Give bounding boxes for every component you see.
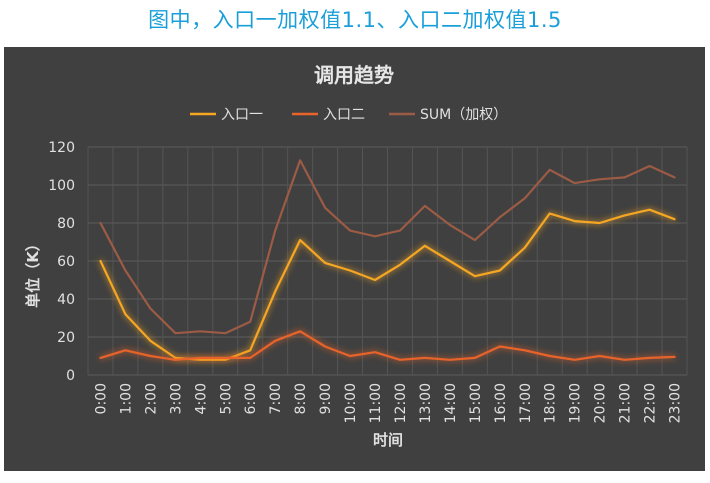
x-tick-label: 15:00 [468, 383, 484, 423]
x-tick-label: 12:00 [393, 383, 409, 423]
series-line-2 [99, 159, 676, 335]
x-tick-label: 1:00 [118, 383, 134, 414]
y-tick-label: 20 [57, 330, 75, 346]
x-tick-label: 6:00 [243, 383, 259, 414]
legend-label: SUM（加权） [420, 107, 507, 123]
x-tick-label: 5:00 [218, 383, 234, 414]
x-tick-label: 16:00 [493, 383, 509, 423]
x-tick-label: 4:00 [193, 383, 209, 414]
legend-label: 入口一 [221, 107, 263, 123]
x-tick-label: 17:00 [518, 383, 534, 423]
series-lines [99, 159, 676, 361]
x-axis-ticks: 0:00 1:00 2:00 3:00 4:00 5:00 6:00 7:00 8:00 9:00… [93, 383, 683, 423]
x-tick-label: 22:00 [643, 383, 659, 423]
legend-label: 入口二 [323, 107, 365, 123]
x-tick-label: 10:00 [343, 383, 359, 423]
y-tick-label: 80 [57, 216, 75, 232]
x-tick-label: 23:00 [668, 383, 684, 423]
x-tick-label: 19:00 [568, 383, 584, 423]
legend: 入口一 入口二 SUM（加权） [190, 107, 507, 123]
x-tick-label: 9:00 [318, 383, 334, 414]
x-tick-label: 11:00 [368, 383, 384, 423]
y-tick-label: 60 [57, 254, 75, 270]
y-tick-label: 120 [48, 140, 75, 156]
y-axis-ticks: 0 20 40 60 80 100 120 [48, 140, 75, 384]
series-line-0 [99, 208, 676, 361]
figure-caption: 图中，入口一加权值1.1、入口二加权值1.5 [148, 8, 562, 32]
x-axis-label: 时间 [373, 431, 403, 449]
x-tick-label: 7:00 [268, 383, 284, 414]
x-tick-label: 2:00 [143, 383, 159, 414]
x-tick-label: 20:00 [593, 383, 609, 423]
chart-title: 调用趋势 [314, 63, 394, 87]
y-axis-label: 单位（K） [24, 236, 42, 308]
x-tick-label: 3:00 [168, 383, 184, 414]
line-chart: 调用趋势 入口一 入口二 SUM（加权） 0 20 40 60 80 100 120 0:00 1… [24, 63, 688, 449]
y-tick-label: 100 [48, 178, 75, 194]
gridlines [87, 146, 688, 376]
series-line-1 [99, 330, 676, 361]
x-tick-label: 21:00 [618, 383, 634, 423]
y-tick-label: 0 [66, 368, 75, 384]
x-tick-label: 0:00 [93, 383, 109, 414]
x-tick-label: 13:00 [418, 383, 434, 423]
chart-area: 调用趋势 入口一 入口二 SUM（加权） 0 20 40 60 80 100 120 0:00 1… [4, 47, 705, 471]
x-tick-label: 18:00 [543, 383, 559, 423]
x-tick-label: 8:00 [293, 383, 309, 414]
x-tick-label: 14:00 [443, 383, 459, 423]
y-tick-label: 40 [57, 292, 75, 308]
